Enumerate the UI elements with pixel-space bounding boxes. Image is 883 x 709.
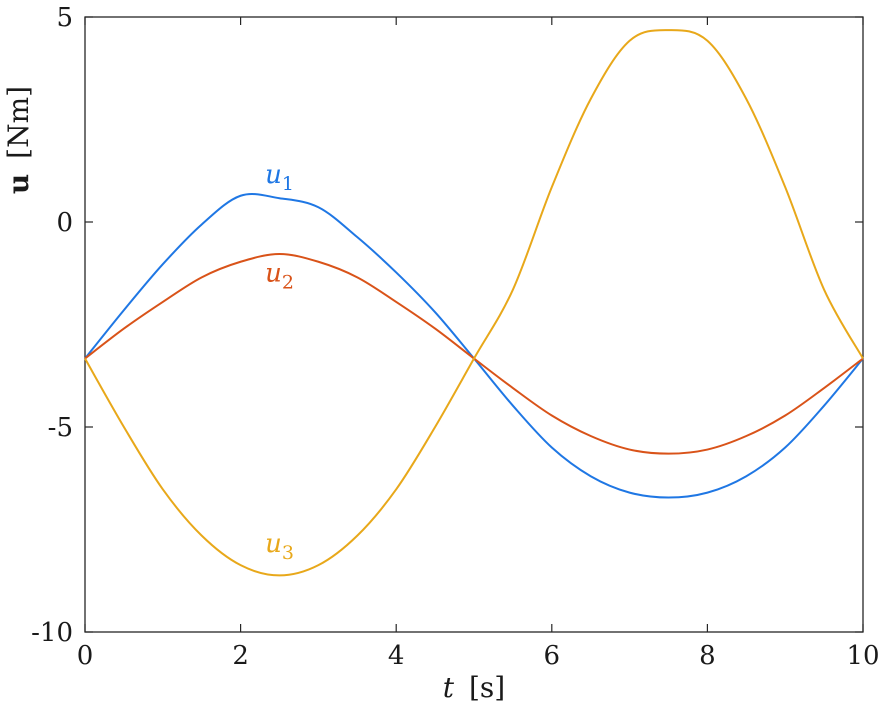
y-axis-unit: [Nm] <box>2 86 35 159</box>
y-axis-label: u [Nm] <box>2 86 35 194</box>
y-axis-variable: u <box>2 174 35 194</box>
x-axis-variable: t <box>443 671 455 704</box>
x-tick-label: 4 <box>388 641 405 671</box>
x-tick-label: 2 <box>232 641 249 671</box>
series-annotations: u1 u2 u3 <box>265 160 294 564</box>
series-line-u3 <box>84 29 864 577</box>
x-axis-label: t [s] <box>443 671 505 704</box>
y-tick-label: 5 <box>56 3 73 33</box>
x-ticks: 0 2 4 6 8 10 <box>77 17 880 671</box>
series-label-u3: u3 <box>265 529 294 564</box>
series-label-u1: u1 <box>265 160 294 195</box>
x-tick-label: 6 <box>544 641 561 671</box>
y-tick-label: 0 <box>56 208 73 238</box>
series-label-u2: u2 <box>265 258 294 293</box>
series-lines <box>84 29 864 577</box>
y-ticks: -10 -5 0 5 <box>31 3 863 648</box>
x-axis-unit: [s] <box>469 671 505 704</box>
y-tick-label: -5 <box>48 413 73 443</box>
plot-area <box>84 16 864 633</box>
x-tick-label: 8 <box>699 641 716 671</box>
x-tick-label: 0 <box>77 641 94 671</box>
y-tick-label: -10 <box>31 618 73 648</box>
x-tick-label: 10 <box>846 641 879 671</box>
